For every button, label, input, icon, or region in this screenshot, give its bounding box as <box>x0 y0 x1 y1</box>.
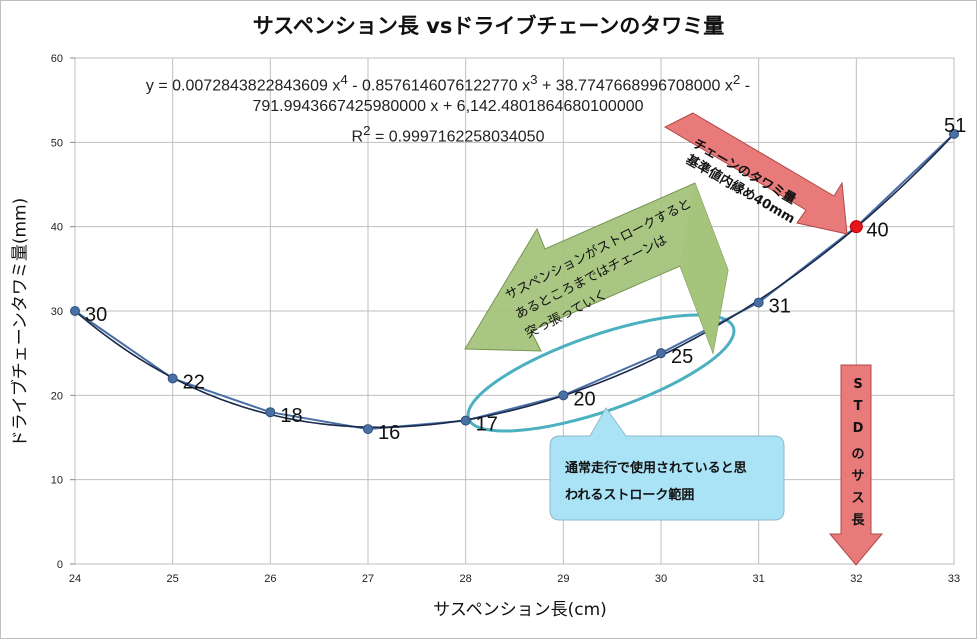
x-tick-label: 24 <box>69 573 81 585</box>
data-label: 20 <box>573 388 595 410</box>
red-arrow-shape <box>663 112 848 235</box>
series-line <box>74 133 955 431</box>
std-arrow-annotation <box>828 364 884 566</box>
r2-sup: 2 <box>363 123 371 138</box>
y-tick-label: 0 <box>57 559 63 571</box>
std-char-4: の <box>851 447 865 462</box>
trendline <box>74 133 955 431</box>
data-label: 40 <box>866 220 888 242</box>
chart-title: サスペンション長 vsドライブチェーンのタワミ量 <box>252 14 725 38</box>
callout-text-2: われるストローク範囲 <box>565 487 694 503</box>
eq-part-2: - 0.8576146076122770 x <box>347 77 531 95</box>
std-char-1: S <box>853 377 863 392</box>
data-label: 16 <box>378 422 400 444</box>
eq-sup-3: 2 <box>732 72 741 87</box>
x-tick-label: 31 <box>753 573 765 585</box>
trendline-r-squared: R2 = 0.9997162258034050 <box>68 123 828 146</box>
y-tick-label: 30 <box>51 306 63 318</box>
data-point <box>167 373 178 384</box>
data-point-highlight <box>849 220 863 234</box>
data-label: 31 <box>769 296 791 318</box>
x-tick-label: 30 <box>655 573 667 585</box>
std-char-6: ス <box>851 491 865 506</box>
std-char-7: 長 <box>851 513 865 528</box>
trendline-curve <box>74 133 955 429</box>
data-label: 17 <box>476 414 498 436</box>
data-label: 30 <box>85 304 107 326</box>
data-point <box>363 424 373 435</box>
green-arrow-annotation: サスペンションがストロークすると あるところまではチェーンは 突っ張っていく <box>464 182 729 355</box>
data-label: 51 <box>944 115 966 137</box>
data-points <box>70 128 959 435</box>
r2-prefix: R <box>351 128 364 146</box>
data-point <box>558 390 569 401</box>
y-tick-label: 60 <box>51 53 63 65</box>
y-axis-label: ドライブチェーンタワミ量(mm) <box>10 197 31 448</box>
eq-sup-1: 4 <box>340 72 348 87</box>
x-tick-label: 27 <box>362 573 374 585</box>
eq-part-1: y = 0.0072843822843609 x <box>145 77 341 95</box>
trendline-equation-line-1: y = 0.0072843822843609 x4 - 0.8576146076… <box>68 72 828 95</box>
x-tick-label: 29 <box>557 573 569 585</box>
trendline-equation-line-2: 791.9943667425980000 x + 6,142.480186468… <box>252 98 644 115</box>
eq-sup-2: 3 <box>530 72 538 87</box>
eq-part-4: - <box>740 77 751 95</box>
data-point <box>265 407 276 418</box>
callout-text-1: 通常走行で使用されていると思 <box>565 460 747 476</box>
std-arrow-shape <box>828 364 884 566</box>
x-tick-label: 32 <box>850 573 862 585</box>
data-label: 18 <box>280 405 302 427</box>
x-tick-label: 26 <box>264 573 276 585</box>
data-point <box>70 306 80 316</box>
point-labels: 30 22 18 16 17 20 25 31 40 51 <box>85 115 966 444</box>
data-point <box>949 128 959 139</box>
x-tick-label: 28 <box>460 573 472 585</box>
x-axis-label: サスペンション長(cm) <box>433 600 607 620</box>
y-tick-label: 40 <box>51 222 63 234</box>
x-tick-label: 25 <box>167 573 179 585</box>
data-point <box>753 297 764 308</box>
y-tick-label: 50 <box>51 137 63 149</box>
data-point <box>656 348 666 359</box>
x-tick-label: 33 <box>948 573 960 585</box>
y-tick-label: 10 <box>51 475 63 487</box>
r2-value: = 0.9997162258034050 <box>370 128 545 146</box>
callout-annotation: 通常走行で使用されていると思 われるストローク範囲 <box>549 407 785 521</box>
std-char-2: T <box>853 399 863 414</box>
std-char-5: サ <box>851 469 865 484</box>
data-label: 25 <box>671 346 693 368</box>
eq-part-3: + 38.7747668996708000 x <box>537 77 733 95</box>
callout-shape <box>549 407 785 521</box>
std-char-3: D <box>852 421 864 436</box>
y-tick-label: 20 <box>51 390 63 402</box>
data-point <box>460 415 471 426</box>
data-label: 22 <box>183 371 205 393</box>
